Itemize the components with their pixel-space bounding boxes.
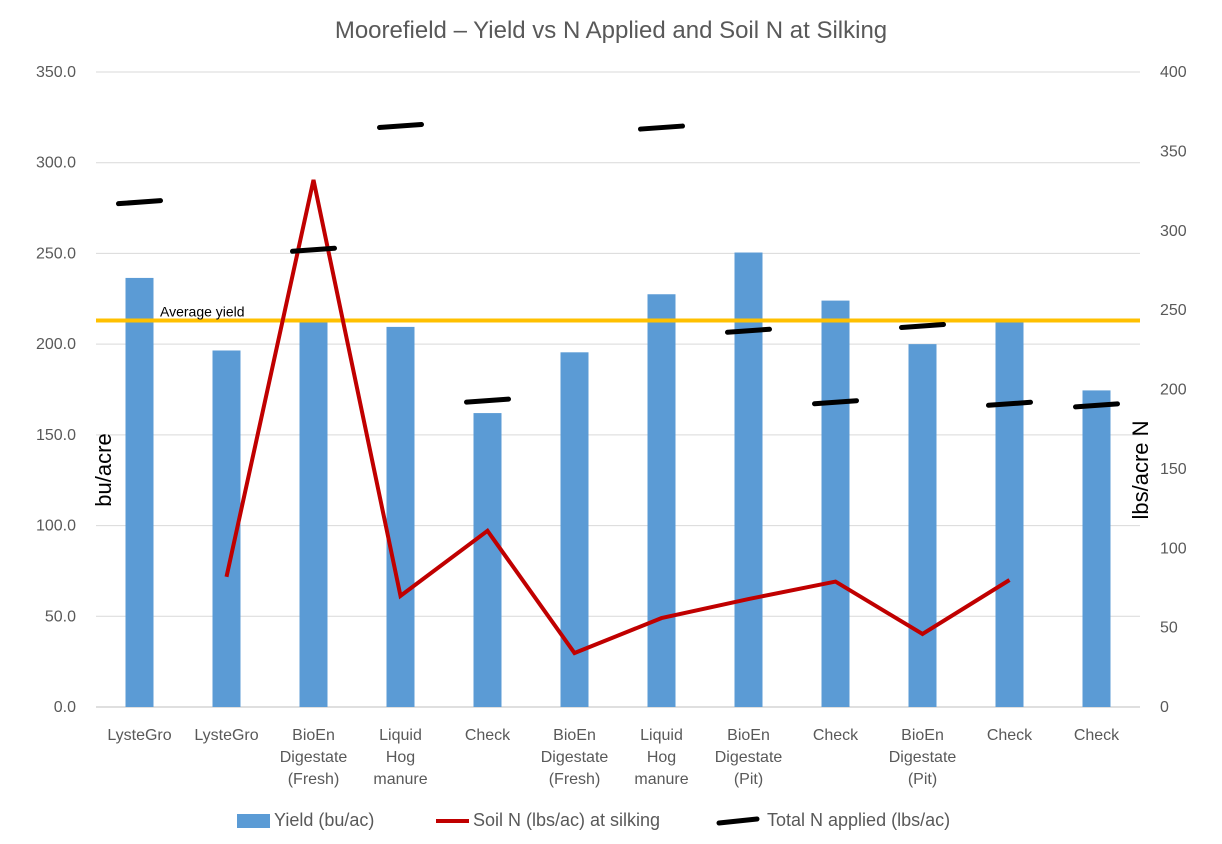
total-n-marker <box>377 121 424 130</box>
legend-soil-n-label: Soil N (lbs/ac) at silking <box>473 810 660 830</box>
left-tick-label: 0.0 <box>54 699 76 716</box>
yield-bar <box>995 321 1024 707</box>
left-axis-ticks: 0.0 50.0 100.0 150.0 200.0 250.0 300.0 350.0 <box>36 64 76 716</box>
yield-bar <box>386 326 415 707</box>
right-tick-label: 300 <box>1160 223 1187 240</box>
legend-total-n-label: Total N applied (lbs/ac) <box>767 810 950 830</box>
soil-n-line <box>224 179 1011 656</box>
left-tick-label: 50.0 <box>45 608 76 625</box>
right-axis-title: lbs/acre N <box>1128 420 1153 519</box>
category-label: BioEn Digestate (Fresh) <box>541 727 609 788</box>
total-n-marker <box>899 322 946 330</box>
total-n-marker <box>290 245 337 254</box>
left-axis-title: bu/acre <box>91 433 116 506</box>
category-label: Check <box>813 727 859 744</box>
gridlines <box>96 71 1140 708</box>
category-label: Check <box>465 727 511 744</box>
total-n-applied-markers <box>116 121 1120 410</box>
right-tick-label: 350 <box>1160 143 1187 160</box>
right-axis-ticks: 0 50 100 150 200 250 300 350 400 <box>1160 64 1187 716</box>
left-tick-label: 200.0 <box>36 336 76 353</box>
average-yield-reference: Average yield <box>96 304 1140 323</box>
left-tick-label: 350.0 <box>36 64 76 81</box>
right-tick-label: 250 <box>1160 302 1187 319</box>
left-tick-label: 300.0 <box>36 155 76 172</box>
category-label: LysteGro <box>194 727 258 744</box>
right-tick-label: 0 <box>1160 699 1169 716</box>
right-tick-label: 400 <box>1160 64 1187 81</box>
yield-bar <box>299 321 328 707</box>
total-n-marker <box>986 399 1033 408</box>
category-axis-labels: LysteGro LysteGro BioEn Digestate (Fresh) Liq… <box>107 727 1120 788</box>
right-tick-label: 200 <box>1160 382 1187 399</box>
yield-bar <box>647 294 676 707</box>
total-n-marker <box>116 198 163 207</box>
left-tick-label: 150.0 <box>36 427 76 444</box>
average-yield-label: Average yield <box>160 304 245 320</box>
chart-title: Moorefield – Yield vs N Applied and Soil… <box>335 17 887 44</box>
right-tick-label: 150 <box>1160 461 1187 478</box>
right-tick-label: 100 <box>1160 540 1187 557</box>
left-tick-label: 250.0 <box>36 245 76 262</box>
yield-bar <box>473 413 502 707</box>
yield-bar <box>125 277 154 707</box>
category-label: BioEn Digestate (Fresh) <box>280 727 348 788</box>
legend: Yield (bu/ac) Soil N (lbs/ac) at silking T… <box>237 810 950 830</box>
legend-yield-label: Yield (bu/ac) <box>274 810 374 830</box>
total-n-marker <box>812 398 859 407</box>
yield-bar <box>1082 390 1111 707</box>
total-n-marker <box>464 396 511 405</box>
soil-n-line-series <box>224 179 1011 656</box>
category-label: LysteGro <box>107 727 171 744</box>
category-label: BioEn Digestate (Pit) <box>889 727 957 788</box>
yield-bar <box>908 344 937 707</box>
right-tick-label: 50 <box>1160 620 1178 637</box>
yield-bar <box>821 300 850 707</box>
total-n-marker <box>638 123 685 132</box>
category-label: Check <box>987 727 1033 744</box>
legend-total-n-swatch <box>716 816 760 826</box>
category-label: Liquid Hog manure <box>634 727 688 788</box>
total-n-marker <box>1073 401 1120 410</box>
category-label: Liquid Hog manure <box>373 727 427 788</box>
category-label: Check <box>1074 727 1120 744</box>
category-label: BioEn Digestate (Pit) <box>715 727 783 788</box>
legend-yield-swatch <box>237 814 270 828</box>
left-tick-label: 100.0 <box>36 518 76 535</box>
total-n-marker <box>725 326 772 335</box>
